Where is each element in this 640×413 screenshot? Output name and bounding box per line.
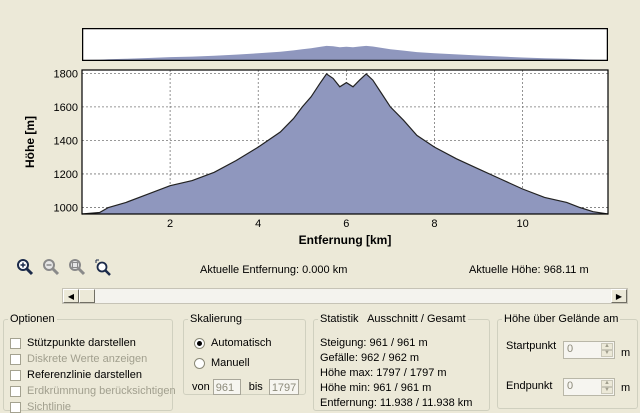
scaling-manual-radio[interactable]: Manuell <box>194 357 250 369</box>
x-axis-label: Entfernung [km] <box>299 233 392 247</box>
x-tick-label: 6 <box>343 218 349 230</box>
option-discrete-values[interactable]: Diskrete Werte anzeigen <box>10 353 147 365</box>
scroll-left-button[interactable]: ◀ <box>63 289 79 303</box>
options-title: Optionen <box>10 313 55 325</box>
scaling-auto-radio[interactable]: Automatisch <box>194 337 272 349</box>
x-tick-label: 10 <box>516 218 528 230</box>
checkbox[interactable] <box>10 337 21 349</box>
zoom-out-button[interactable] <box>42 258 60 276</box>
option-label: Diskrete Werte anzeigen <box>27 353 148 365</box>
elevation-profile-chart[interactable]: 2 4 6 8 10 1000 1200 1400 1600 1800 Entfernung [km… <box>0 62 620 252</box>
elevation-line <box>81 73 609 215</box>
zoom-in-button[interactable] <box>16 258 34 276</box>
elevation-area <box>82 73 608 215</box>
option-reference-line[interactable]: Referenzlinie darstellen <box>10 369 142 381</box>
scroll-thumb[interactable] <box>79 289 95 303</box>
scaling-to-input[interactable]: 1797 <box>268 379 299 395</box>
option-line-of-sight[interactable]: Sichtlinie <box>10 401 71 413</box>
y-axis-label: Höhe [m] <box>23 116 37 168</box>
current-height-readout: Aktuelle Höhe: 968.11 m <box>469 264 589 276</box>
zoom-out-icon <box>43 259 60 276</box>
option-earth-curvature[interactable]: Erdkrümmung berücksichtigen <box>10 385 176 397</box>
zoom-select-button[interactable] <box>94 258 112 276</box>
current-distance-readout: Aktuelle Entfernung: 0.000 km <box>200 264 348 276</box>
spin-down-icon[interactable]: ▼ <box>601 387 613 394</box>
overview-area <box>82 45 608 61</box>
spin-up-icon[interactable]: ▲ <box>601 380 613 387</box>
from-label: von <box>192 381 210 393</box>
scaling-range-row: von 961 bis 1797 <box>192 379 299 395</box>
horizontal-scrollbar[interactable]: ◀ ▶ <box>62 288 628 304</box>
zoom-fit-icon <box>69 259 86 276</box>
checkbox[interactable] <box>10 369 21 381</box>
terrain-title: Höhe über Gelände am <box>504 313 619 325</box>
end-point-value: 0 <box>567 380 574 392</box>
radio-label: Manuell <box>211 357 250 369</box>
start-point-spinner[interactable]: 0 ▲ ▼ <box>563 341 615 359</box>
y-tick-label: 1200 <box>54 169 78 181</box>
x-tick-label: 2 <box>167 218 173 230</box>
option-label: Referenzlinie darstellen <box>27 369 142 381</box>
stat-descent: Gefälle: 962 / 962 m <box>320 352 420 364</box>
start-point-unit: m <box>621 347 631 359</box>
terrain-height-group: Höhe über Gelände am Startpunkt 0 ▲ ▼ m … <box>497 313 638 409</box>
start-point-value: 0 <box>567 343 574 355</box>
radio-label: Automatisch <box>211 337 272 349</box>
x-tick-label: 4 <box>255 218 261 230</box>
end-point-label: Endpunkt <box>506 380 553 392</box>
plot-frame <box>81 69 609 215</box>
checkbox[interactable] <box>10 401 21 413</box>
scaling-group: Skalierung Automatisch Manuell von 961 b… <box>183 313 306 395</box>
spin-up-icon[interactable]: ▲ <box>601 343 613 350</box>
options-group: Optionen Stützpunkte darstellen Diskrete… <box>3 313 176 413</box>
option-label: Erdkrümmung berücksichtigen <box>27 385 176 397</box>
statistics-title: Statistik Ausschnitt / Gesamt <box>320 313 466 325</box>
x-tick-label: 8 <box>431 218 437 230</box>
stat-max-height: Höhe max: 1797 / 1797 m <box>320 367 447 379</box>
arrow-left-icon: ◀ <box>67 291 75 301</box>
zoom-select-icon <box>95 259 111 276</box>
overview-frame <box>82 28 608 61</box>
overview-profile[interactable] <box>82 28 608 61</box>
option-label: Sichtlinie <box>27 401 72 413</box>
stat-distance: Entfernung: 11.938 / 11.938 km <box>320 397 473 409</box>
to-label: bis <box>248 381 263 393</box>
zoom-in-icon <box>17 259 34 276</box>
scroll-right-button[interactable]: ▶ <box>611 289 627 303</box>
stat-ascent: Steigung: 961 / 961 m <box>320 337 428 349</box>
y-tick-label: 1000 <box>54 202 78 214</box>
y-tick-label: 1800 <box>54 68 78 80</box>
spin-down-icon[interactable]: ▼ <box>601 350 613 357</box>
y-tick-label: 1400 <box>54 135 78 147</box>
zoom-fit-button[interactable] <box>68 258 86 276</box>
start-point-label: Startpunkt <box>506 340 557 352</box>
end-point-spinner[interactable]: 0 ▲ ▼ <box>563 378 615 396</box>
stat-min-height: Höhe min: 961 / 961 m <box>320 382 432 394</box>
checkbox[interactable] <box>10 385 21 397</box>
radio-button[interactable] <box>194 357 205 369</box>
statistics-group: Statistik Ausschnitt / Gesamt Steigung: … <box>313 313 490 411</box>
checkbox[interactable] <box>10 353 21 365</box>
arrow-right-icon: ▶ <box>615 291 623 301</box>
option-label: Stützpunkte darstellen <box>27 337 136 349</box>
scaling-from-input[interactable]: 961 <box>212 379 241 395</box>
y-tick-label: 1600 <box>54 102 78 114</box>
end-point-unit: m <box>621 382 631 394</box>
option-support-points[interactable]: Stützpunkte darstellen <box>10 337 136 349</box>
scaling-title: Skalierung <box>190 313 242 325</box>
radio-button[interactable] <box>194 337 205 349</box>
